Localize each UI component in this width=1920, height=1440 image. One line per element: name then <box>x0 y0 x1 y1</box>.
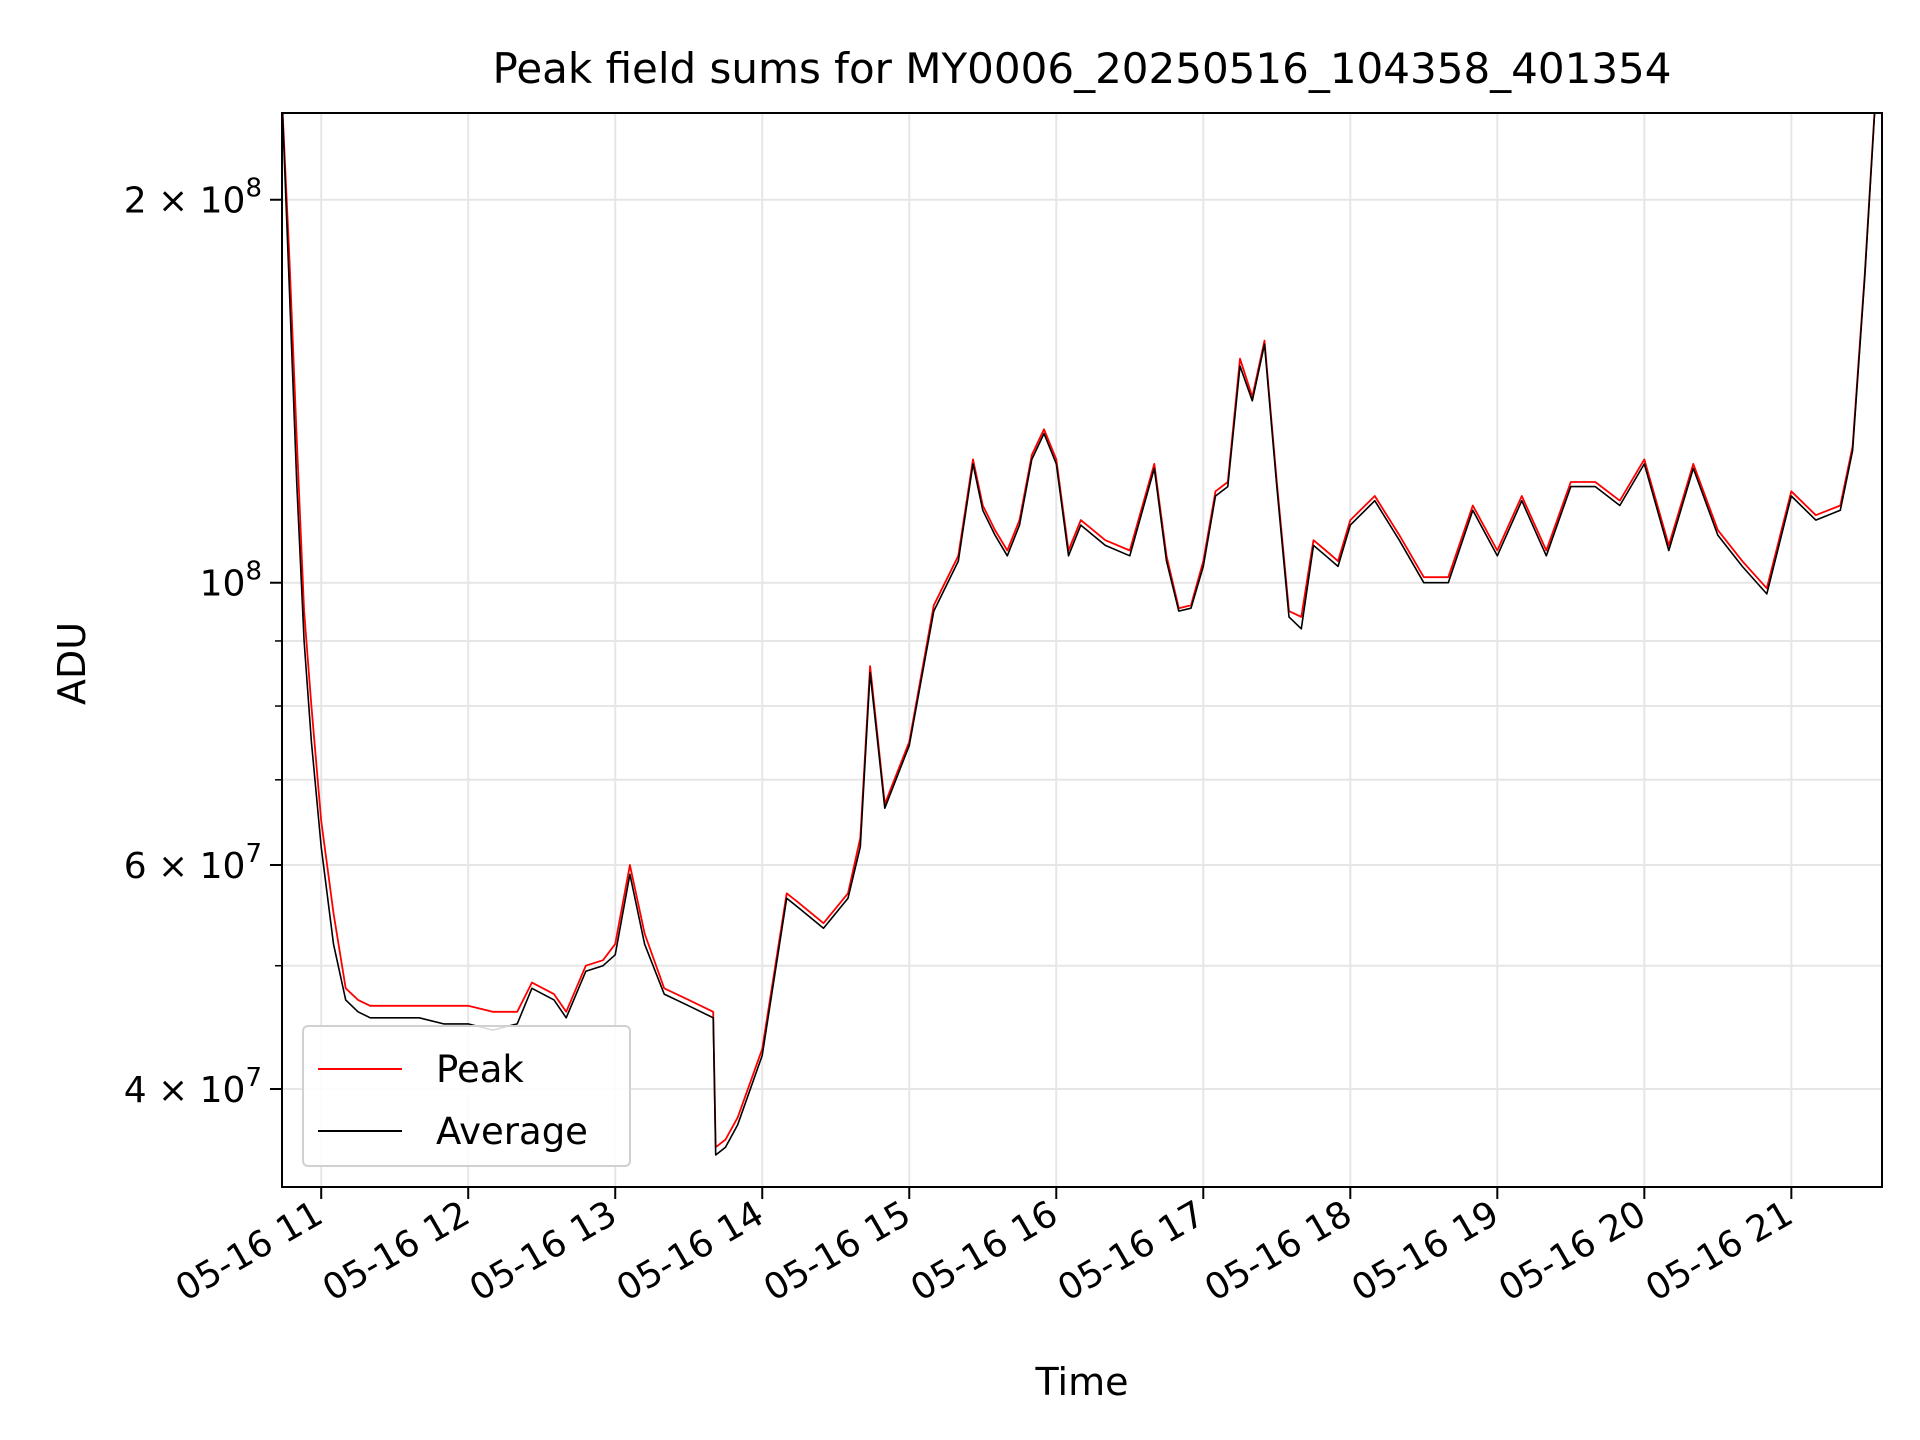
legend-item-peak: Peak <box>318 1047 524 1091</box>
x-tick-label: 05-16 19 <box>1345 1193 1506 1309</box>
x-tick-label: 05-16 15 <box>757 1193 918 1309</box>
x-tick-label: 05-16 17 <box>1051 1193 1212 1309</box>
x-tick-label: 05-16 18 <box>1198 1193 1359 1309</box>
legend-label-peak: Peak <box>436 1047 524 1091</box>
series-layer <box>282 113 1876 1156</box>
x-tick-label: 05-16 12 <box>316 1193 477 1309</box>
legend-label-average: Average <box>436 1109 588 1153</box>
legend-swatch-average <box>318 1130 402 1132</box>
y-tick-label: 4 × 107 <box>124 1063 262 1111</box>
legend: Peak Average <box>302 1025 631 1167</box>
legend-swatch-peak <box>318 1068 402 1070</box>
y-tick-label: 6 × 107 <box>124 839 262 887</box>
x-tick-label: 05-16 14 <box>610 1193 771 1309</box>
x-tick-label: 05-16 21 <box>1639 1193 1800 1309</box>
x-tick-label: 05-16 20 <box>1492 1193 1653 1309</box>
grid-layer <box>282 113 1882 1187</box>
x-tick-label: 05-16 16 <box>904 1193 1065 1309</box>
y-axis-label: ADU <box>50 621 94 705</box>
series-line-average <box>282 113 1876 1156</box>
plot-frame <box>281 112 1883 1188</box>
legend-item-average: Average <box>318 1109 588 1153</box>
y-axis: 4 × 107 6 × 107 108 2 × 108 <box>124 174 282 1111</box>
series-line-peak <box>282 113 1876 1149</box>
x-axis-label: Time <box>1035 1360 1129 1404</box>
chart-title: Peak field sums for MY0006_20250516_1043… <box>492 44 1672 93</box>
x-tick-label: 05-16 11 <box>169 1193 330 1309</box>
y-tick-label: 2 × 108 <box>124 174 262 222</box>
x-tick-label: 05-16 13 <box>463 1193 624 1309</box>
y-tick-label: 108 <box>200 557 262 605</box>
